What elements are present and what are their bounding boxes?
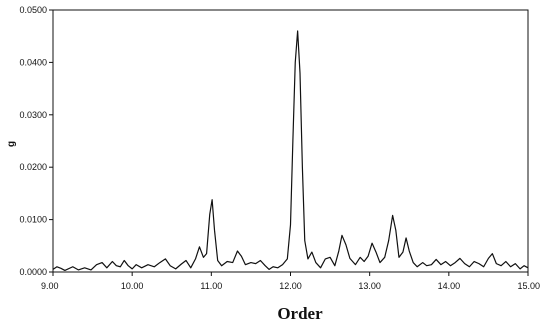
y-axis-label: g bbox=[6, 141, 17, 147]
x-tick-label: 9.00 bbox=[41, 281, 59, 291]
x-tick-label: 11.00 bbox=[200, 281, 222, 291]
x-tick-label: 15.00 bbox=[517, 281, 540, 291]
y-tick-label: 0.0300 bbox=[19, 110, 47, 120]
y-tick-label: 0.0000 bbox=[19, 267, 47, 277]
x-tick-label: 14.00 bbox=[438, 281, 461, 291]
y-tick-label: 0.0200 bbox=[19, 162, 47, 172]
y-tick-label: 0.0400 bbox=[19, 57, 47, 67]
x-axis: 9.00 10.00 11.00 12.00 13.00 14.00 15.00 bbox=[41, 272, 540, 291]
x-axis-label: Order bbox=[277, 304, 323, 323]
y-axis: 0.0000 0.0100 0.0200 0.0300 0.0400 0.0500 bbox=[19, 5, 53, 277]
series-line bbox=[52, 30, 529, 272]
x-tick-label: 13.00 bbox=[358, 281, 381, 291]
y-tick-label: 0.0500 bbox=[19, 5, 47, 15]
y-tick-label: 0.0100 bbox=[19, 215, 47, 225]
x-tick-label: 10.00 bbox=[121, 281, 144, 291]
x-tick-label: 12.00 bbox=[279, 281, 302, 291]
plot-frame bbox=[52, 9, 529, 273]
